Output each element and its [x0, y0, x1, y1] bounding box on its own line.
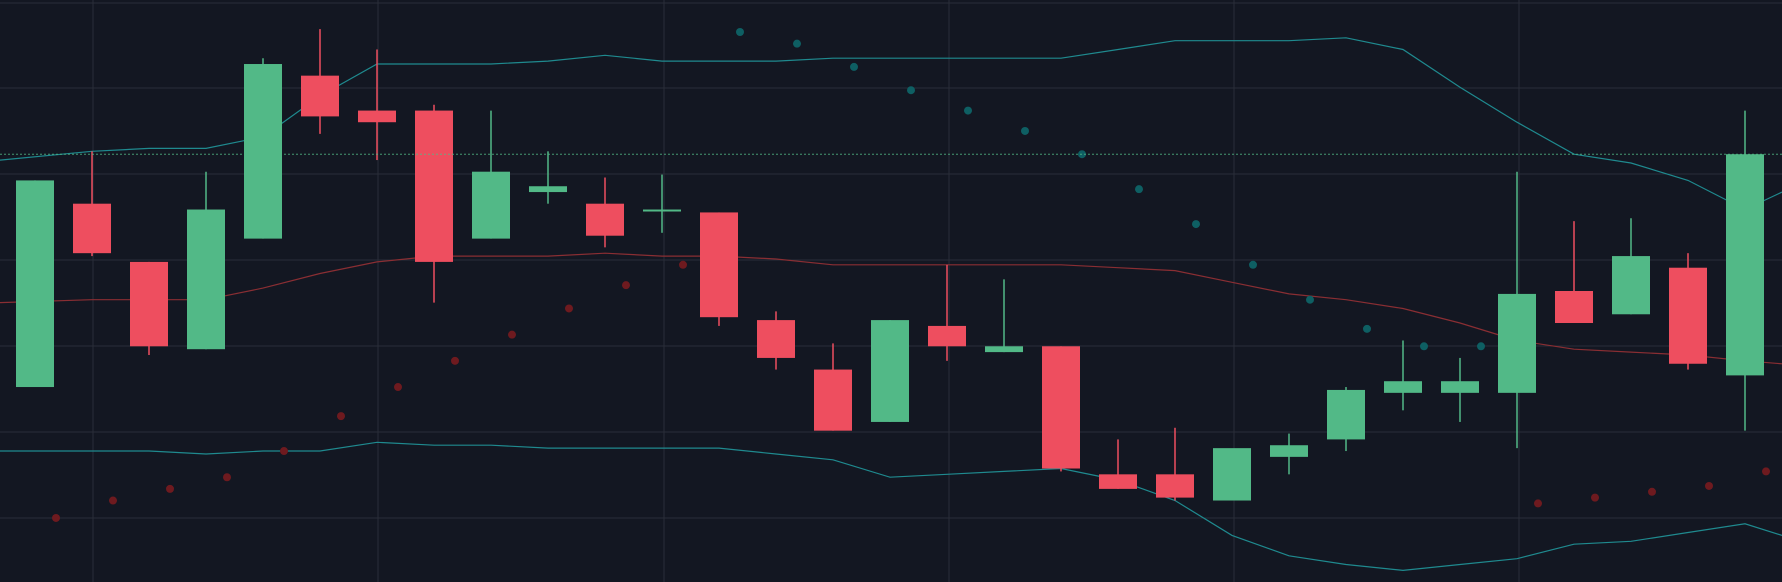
candle-body	[1270, 445, 1308, 457]
red-dot	[565, 304, 573, 313]
candle-body	[985, 346, 1023, 353]
candle	[1498, 171, 1536, 449]
candle-body	[1099, 474, 1137, 489]
candle	[928, 264, 966, 361]
candles	[16, 29, 1764, 501]
red-dot	[280, 447, 288, 456]
candle	[1669, 253, 1707, 370]
candle	[700, 212, 738, 326]
red-dot	[679, 260, 687, 269]
red-dot	[337, 412, 345, 421]
candle	[1555, 221, 1593, 324]
red-dot	[508, 330, 516, 339]
indicator-dots	[52, 28, 1770, 522]
candle	[1726, 110, 1764, 431]
candle	[472, 110, 510, 239]
candle	[1156, 427, 1194, 501]
candle-body	[1669, 267, 1707, 364]
candle-body	[529, 186, 567, 193]
candle-body	[1498, 293, 1536, 393]
candle-body	[586, 203, 624, 236]
candle-body	[928, 325, 966, 347]
candle-body	[358, 110, 396, 123]
teal-dot	[1477, 342, 1485, 351]
candle-body	[16, 180, 54, 388]
candle	[301, 29, 339, 134]
teal-dot	[1135, 185, 1143, 194]
candle	[1441, 357, 1479, 422]
teal-dot	[850, 62, 858, 71]
candle-body	[187, 209, 225, 350]
red-dot	[622, 281, 630, 290]
candle	[415, 104, 453, 303]
candle-body	[700, 212, 738, 318]
red-dot	[1648, 487, 1656, 496]
candle	[529, 151, 567, 204]
candle	[244, 58, 282, 239]
candle-body	[1612, 256, 1650, 315]
candle	[187, 171, 225, 350]
candle-body	[73, 203, 111, 254]
red-dot	[223, 473, 231, 482]
candle	[1099, 439, 1137, 489]
candle	[1384, 340, 1422, 411]
red-dot	[451, 356, 459, 365]
red-dot	[166, 484, 174, 493]
candle	[985, 279, 1023, 353]
teal-dot	[1363, 324, 1371, 333]
candle-body	[130, 261, 168, 347]
candle-body	[244, 64, 282, 239]
red-dot	[1534, 499, 1542, 508]
teal-dot	[1192, 220, 1200, 229]
candle-body	[871, 320, 909, 422]
candle	[814, 343, 852, 431]
red-dot	[1705, 481, 1713, 490]
candle	[16, 180, 54, 388]
candle-body	[472, 171, 510, 239]
teal-dot	[1306, 295, 1314, 304]
candle-body	[1156, 474, 1194, 498]
candle	[130, 261, 168, 356]
candle-body	[1384, 381, 1422, 393]
candle	[586, 177, 624, 248]
teal-dot	[736, 28, 744, 37]
candle	[1042, 346, 1080, 472]
candle-body	[301, 75, 339, 117]
candle-body	[814, 369, 852, 431]
red-dot	[394, 383, 402, 392]
teal-dot	[964, 106, 972, 115]
candle	[358, 49, 396, 161]
candle-body	[1726, 154, 1764, 376]
teal-dot	[793, 39, 801, 48]
candle-body	[1555, 291, 1593, 324]
teal-dot	[1420, 342, 1428, 351]
teal-dot	[1021, 126, 1029, 135]
candle	[1327, 387, 1365, 452]
red-dot	[1762, 467, 1770, 476]
red-dot	[52, 513, 60, 522]
candle-body	[1042, 346, 1080, 469]
candle	[871, 320, 909, 422]
candle-body	[643, 209, 681, 212]
teal-dot	[1249, 260, 1257, 269]
candle	[1270, 433, 1308, 475]
candle-body	[1327, 389, 1365, 440]
red-dot	[1591, 493, 1599, 502]
candle-body	[415, 110, 453, 262]
candle-body	[1213, 448, 1251, 501]
teal-dot	[907, 86, 915, 95]
candle-body	[757, 320, 795, 358]
candle	[1213, 448, 1251, 501]
candle	[757, 311, 795, 370]
candle-body	[1441, 381, 1479, 393]
candle	[73, 151, 111, 257]
candle	[1612, 218, 1650, 315]
lower-band-line	[0, 441, 1782, 572]
candle	[643, 174, 681, 233]
red-dot	[109, 496, 117, 505]
